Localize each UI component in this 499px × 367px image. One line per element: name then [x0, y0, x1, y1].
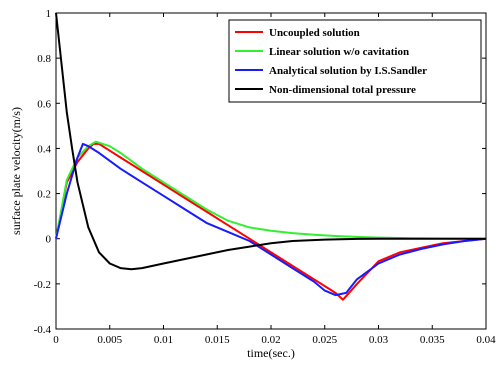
- y-tick-label: 0: [46, 234, 52, 246]
- plot-frame: [55, 12, 487, 330]
- x-tick-label: 0.025: [312, 334, 337, 346]
- x-axis-label: time(sec.): [247, 346, 295, 360]
- y-tick-label: 1: [46, 8, 52, 20]
- y-tick-label: 0.4: [37, 143, 51, 155]
- x-tick-label: 0.035: [420, 334, 445, 346]
- y-tick-label: -0.2: [34, 279, 51, 291]
- x-tick-label: 0.015: [205, 334, 230, 346]
- y-tick-label: 0.8: [37, 53, 51, 65]
- data-series: [55, 12, 487, 301]
- legend-entry-label: Linear solution w/o cavitation: [269, 46, 409, 58]
- x-tick-label: 0.03: [369, 334, 389, 346]
- series-line: [55, 140, 487, 240]
- x-tick-label: 0.01: [154, 334, 173, 346]
- series-line: [55, 142, 487, 297]
- legend-entry-label: Non-dimensional total pressure: [269, 84, 416, 96]
- x-tick-label: 0.02: [261, 334, 280, 346]
- series-line: [55, 12, 486, 271]
- legend: Uncoupled solution Linear solution w/o ca…: [228, 19, 482, 103]
- legend-entry-label: Analytical solution by I.S.Sandler: [269, 65, 427, 77]
- tick-labels: 0 0.005 0.01 0.015 0.02 0.025 0.03 0.035 0.04 -0.…: [34, 8, 497, 346]
- y-tick-label: -0.4: [34, 324, 52, 336]
- x-tick-label: 0.005: [97, 334, 122, 346]
- y-axis-label: surface plate velocity(m/s): [9, 107, 23, 235]
- legend-entry-label: Uncoupled solution: [269, 27, 360, 39]
- series-line: [55, 142, 487, 301]
- y-tick-label: 0.6: [37, 98, 51, 110]
- legend-box: [228, 19, 482, 103]
- x-tick-label: 0.04: [476, 334, 496, 346]
- y-tick-label: 0.2: [37, 189, 51, 201]
- x-tick-label: 0: [53, 334, 59, 346]
